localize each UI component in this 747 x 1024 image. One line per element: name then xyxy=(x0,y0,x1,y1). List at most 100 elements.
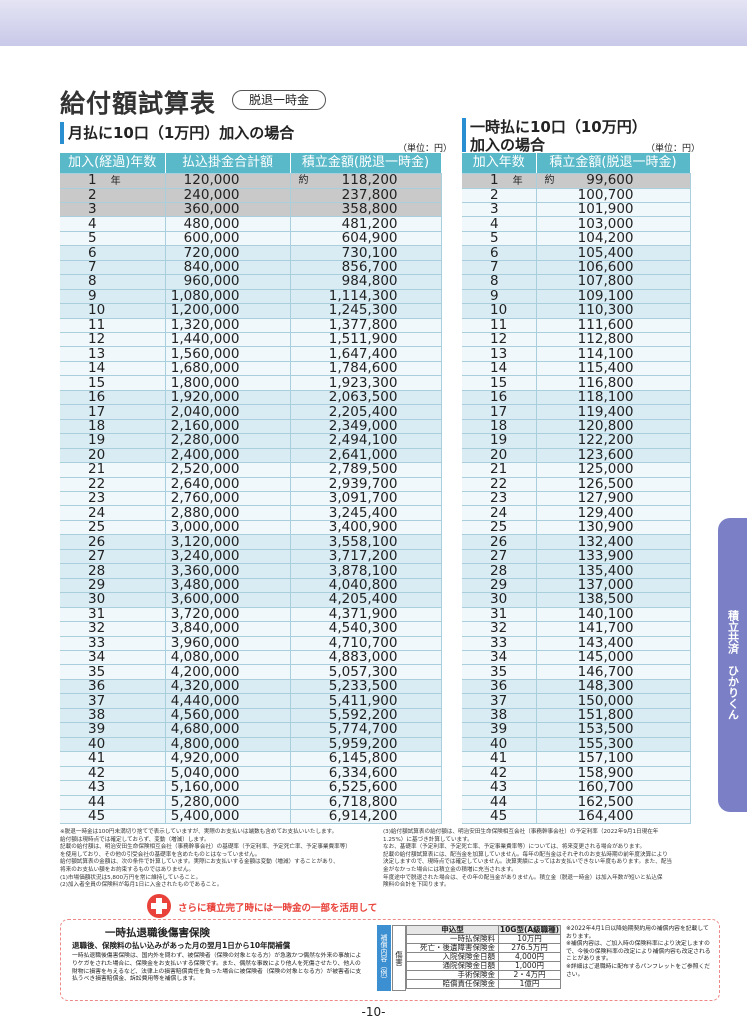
year-cell: 26 xyxy=(60,533,166,550)
amount-cell: 162,500 xyxy=(536,795,691,811)
row: 41 4,920,000 6,145,800 xyxy=(60,752,442,767)
year: 16 xyxy=(88,389,106,406)
row: 35 4,200,000 5,057,300 xyxy=(60,665,442,680)
year: 13 xyxy=(490,345,508,362)
row: 8 107,800 xyxy=(462,275,691,290)
year-cell: 45 xyxy=(462,809,537,825)
side-tab: 積立共済 ひかりくん xyxy=(718,518,747,812)
row: 10 110,300 xyxy=(462,304,691,319)
amount-cell: 4,080,000 xyxy=(165,650,291,666)
year: 27 xyxy=(490,548,508,565)
year-cell: 22 xyxy=(60,477,166,493)
label-cell: 賠償責任保険金 xyxy=(406,979,499,989)
amount-cell: 116,800 xyxy=(536,376,691,391)
row: 19 2,280,000 2,494,100 xyxy=(60,432,442,449)
year-cell: 35 xyxy=(60,665,166,680)
row: 28 3,360,000 3,878,100 xyxy=(60,564,442,579)
amount-cell: 123,600 xyxy=(536,448,691,464)
year-cell: 41 xyxy=(462,752,537,767)
row: 38 151,800 xyxy=(462,708,691,724)
year: 5 xyxy=(490,230,499,247)
year: 3 xyxy=(490,201,499,218)
year: 24 xyxy=(490,504,508,521)
amount-cell: 112,800 xyxy=(536,333,691,348)
column-header: 積立金額(脱退一時金) xyxy=(290,153,442,174)
year: 26 xyxy=(88,533,106,550)
year-cell: 26 xyxy=(462,535,537,550)
amount-cell: 3,400,900 xyxy=(290,520,442,536)
row: 26 3,120,000 3,558,100 xyxy=(60,533,442,550)
amount: 720,000 xyxy=(183,244,240,261)
year-cell: 17 xyxy=(60,405,166,420)
amount-cell: 132,400 xyxy=(536,535,691,550)
year: 19 xyxy=(88,432,106,449)
row: 39 4,680,000 5,774,700 xyxy=(60,721,442,738)
year: 1 xyxy=(490,171,499,188)
insurance-title: 一時払退職後傷害保険 xyxy=(105,927,210,939)
amount-cell: 6,525,600 xyxy=(290,781,442,796)
year: 9 xyxy=(490,287,499,304)
amount-cell: 118,100 xyxy=(536,390,691,406)
amount-cell: 119,400 xyxy=(536,405,691,420)
amount-cell: 111,600 xyxy=(536,316,691,334)
amount: 3,240,000 xyxy=(170,548,240,565)
note-line: なお、基礎率（予定利率、予定死亡率、予定事業費率等）については、将来変更される場… xyxy=(383,844,646,851)
note-line: ※脱退一時金は100円未満切り捨てで表示していますが、実際のお支払いは端数も含め… xyxy=(60,829,338,835)
amount-cell: 150,000 xyxy=(536,694,691,709)
amount-cell: 984,800 xyxy=(290,275,442,290)
amount: 3,000,000 xyxy=(170,519,240,536)
amount: 122,200 xyxy=(577,432,634,449)
year: 12 xyxy=(88,331,106,348)
amount: 111,600 xyxy=(577,316,634,333)
amount-cell: 3,000,000 xyxy=(165,519,291,536)
row: 36 148,300 xyxy=(462,678,691,695)
lump-heading: 加入の場合 xyxy=(470,136,546,154)
amount-cell: 129,400 xyxy=(536,506,691,521)
year: 10 xyxy=(88,302,106,319)
row: 21 2,520,000 2,789,500 xyxy=(60,463,442,478)
amount: 148,300 xyxy=(577,678,634,695)
year: 32 xyxy=(490,620,508,637)
row: 39 153,500 xyxy=(462,723,691,738)
amount-cell: 856,700 xyxy=(290,260,442,276)
amount-cell: 4,371,900 xyxy=(290,607,442,623)
amount-cell: 6,334,600 xyxy=(290,764,442,782)
amount-cell: 2,205,400 xyxy=(290,405,442,420)
amount-cell: 1,114,300 xyxy=(290,289,442,305)
year: 25 xyxy=(490,519,508,536)
amount: 5,280,000 xyxy=(170,793,240,810)
amount-cell: 101,900 xyxy=(536,202,691,218)
year: 37 xyxy=(490,692,508,709)
note-line: を使用しており、その他の引受会社の基礎率を含めたものとはなっていません。 xyxy=(60,851,261,858)
year-cell: 32 xyxy=(462,620,537,637)
year-cell: 31 xyxy=(462,607,537,623)
year: 15 xyxy=(490,374,508,391)
year: 39 xyxy=(88,721,106,738)
amount: 4,710,700 xyxy=(328,634,398,651)
row: 3 360,000 358,800 xyxy=(60,201,442,218)
row: 30 3,600,000 4,205,400 xyxy=(60,593,442,608)
cross-icon xyxy=(147,894,171,918)
amount-cell: 2,494,100 xyxy=(290,432,442,449)
year-cell: 42 xyxy=(60,766,166,782)
amount: 360,000 xyxy=(183,201,240,218)
amount-cell: 840,000 xyxy=(165,260,291,276)
row: 4 103,000 xyxy=(462,217,691,232)
row: 9 1,080,000 1,114,300 xyxy=(60,289,442,305)
note-line: (3)給付額試算表の給付額は、明治安田生命保険相互会社（事務幹事会社）の予定利率… xyxy=(383,829,659,835)
row: 37 4,440,000 5,411,900 xyxy=(60,694,442,709)
amount: 604,900 xyxy=(341,230,398,247)
amount: 4,680,000 xyxy=(170,721,240,738)
unit: （単位：円） xyxy=(398,144,453,154)
amount-cell: 3,878,100 xyxy=(290,564,442,579)
year-cell: 41 xyxy=(60,752,166,767)
amount: 2,494,100 xyxy=(328,432,398,449)
amount: 3,120,000 xyxy=(170,533,240,550)
year-cell: 15 xyxy=(462,374,537,391)
top-band xyxy=(0,0,747,46)
amount: 600,000 xyxy=(183,230,240,247)
amount: 6,334,600 xyxy=(328,764,398,781)
insurance-box xyxy=(60,919,720,1001)
amount: 5,774,700 xyxy=(328,721,398,738)
